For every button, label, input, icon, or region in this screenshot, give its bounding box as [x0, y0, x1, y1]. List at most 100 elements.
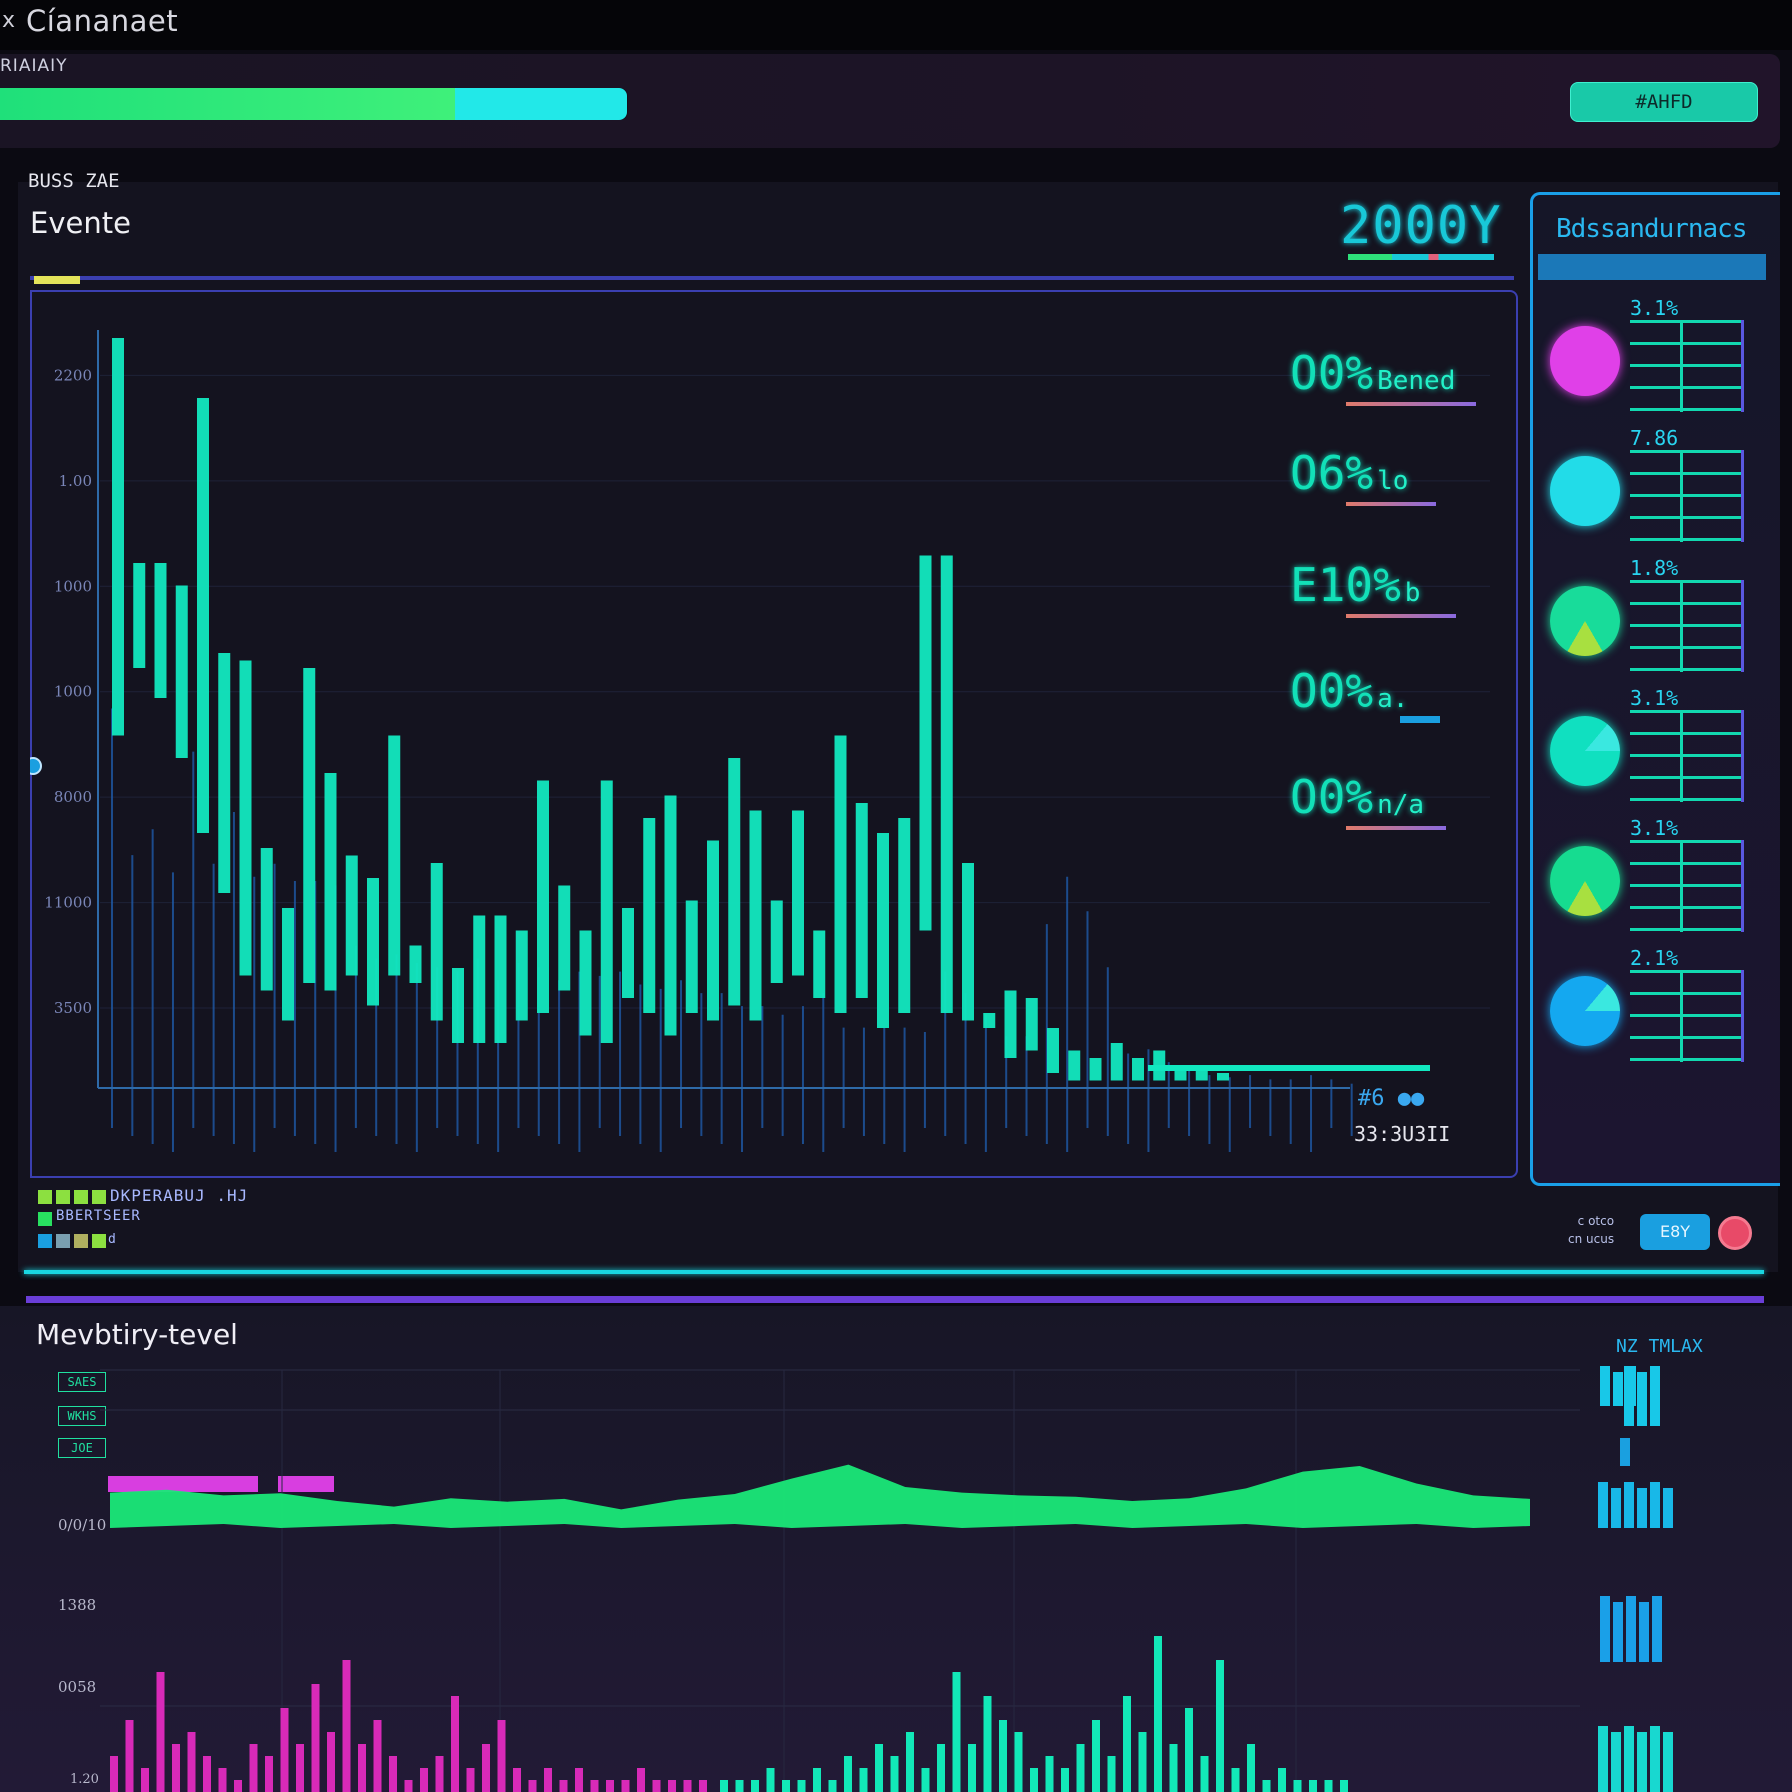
legend-swatch: [92, 1234, 106, 1248]
y-tick-label: 1.00: [59, 472, 92, 490]
range-marker: [278, 1476, 334, 1492]
bar: [1045, 1756, 1054, 1792]
bar: [303, 668, 316, 983]
bar: [1047, 1028, 1059, 1073]
mini-bar: [1600, 1366, 1610, 1406]
bar: [1217, 1073, 1229, 1081]
mini-bar: [1598, 1482, 1608, 1528]
legend-label-2: BBERTSEER: [56, 1208, 141, 1224]
bar: [1014, 1732, 1023, 1792]
chart-legend-label: #6 ●●: [1358, 1086, 1425, 1111]
bar: [513, 1768, 521, 1792]
legend-swatch: [74, 1190, 88, 1204]
mini-bar: [1637, 1372, 1647, 1426]
stat-grid-line: [1680, 970, 1683, 1062]
mini-bar: [1626, 1596, 1636, 1662]
bar: [420, 1768, 428, 1792]
bar: [877, 833, 889, 1028]
legend-label-3: d: [108, 1232, 117, 1247]
bar: [1324, 1780, 1333, 1792]
y-axis-label: 1388: [58, 1596, 97, 1614]
bar: [792, 810, 804, 976]
sidebar-title-bar: [1538, 254, 1766, 280]
progress-fill-secondary: [455, 88, 628, 120]
bar: [156, 1672, 165, 1792]
bar: [494, 915, 507, 1043]
bar: [668, 1780, 676, 1792]
bar: [296, 1744, 304, 1792]
bar: [1262, 1780, 1271, 1792]
bar: [968, 1744, 976, 1792]
close-icon[interactable]: x: [2, 8, 16, 33]
chart-cursor-handle[interactable]: [30, 757, 42, 775]
events-chart-frame: [30, 290, 1518, 1178]
bar: [643, 818, 656, 1013]
bar: [430, 863, 443, 1021]
bar: [875, 1744, 883, 1792]
bar: [324, 773, 337, 991]
legend-label-1: DKPERABUJ .HJ: [110, 1186, 249, 1205]
stat-value: 7.86: [1630, 426, 1679, 450]
filter-tag[interactable]: SAES: [58, 1372, 106, 1392]
mini-bar-group: [1600, 1596, 1662, 1662]
bar: [1110, 1043, 1123, 1081]
stat-value: 2.1%: [1630, 946, 1679, 970]
bar: [728, 758, 741, 1006]
bar: [239, 660, 252, 976]
mini-bar-group: [1620, 1438, 1630, 1466]
bar: [1247, 1744, 1255, 1792]
bar: [1107, 1756, 1116, 1792]
percent-stat-2: O6% lo: [1290, 446, 1436, 506]
stat-circle: [1550, 326, 1620, 396]
bar: [622, 908, 634, 998]
bar: [859, 1768, 868, 1792]
bar: [1089, 1058, 1102, 1081]
bar: [952, 1672, 961, 1792]
percent-suffix: n/a: [1377, 790, 1425, 820]
bar: [452, 968, 464, 1043]
bar: [110, 1756, 118, 1792]
top-action-button[interactable]: #AHFD: [1570, 82, 1758, 122]
bar: [766, 1768, 775, 1792]
percent-stat-3: E10% b: [1290, 558, 1456, 618]
bar: [813, 930, 826, 998]
bar: [497, 1720, 506, 1792]
series-area: [110, 1464, 1530, 1528]
record-icon[interactable]: [1718, 1216, 1752, 1250]
bar: [699, 1780, 707, 1792]
filter-tag[interactable]: WKHS: [58, 1406, 106, 1426]
bar: [280, 1708, 289, 1792]
percent-suffix: Bened: [1377, 366, 1456, 396]
bar: [707, 840, 719, 1021]
bar: [855, 803, 868, 998]
bar: [890, 1756, 899, 1792]
bar: [1278, 1768, 1286, 1792]
bottom-chart: [100, 1366, 1673, 1792]
percent-stat-4: O0% a.: [1290, 664, 1440, 723]
bar: [1092, 1720, 1100, 1792]
percent-underline: [1346, 502, 1436, 506]
progress-bar: [0, 88, 628, 120]
mini-bar: [1652, 1596, 1662, 1662]
bar: [1132, 1058, 1144, 1081]
bar: [1154, 1636, 1162, 1792]
stat-circle: [1550, 586, 1620, 656]
bar: [342, 1660, 351, 1792]
percent-underline: [1346, 614, 1456, 618]
bottom-gridlines: [100, 1369, 1580, 1792]
stat-grid: [1630, 970, 1744, 1062]
stat-grid-line: [1680, 450, 1683, 542]
bar: [249, 1744, 258, 1792]
mini-bar: [1613, 1602, 1623, 1662]
footer-status-line: c otco: [1577, 1214, 1615, 1228]
events-total-value: 2000Y: [1340, 196, 1502, 256]
footer-action-button[interactable]: E8Y: [1640, 1214, 1710, 1250]
bar: [1293, 1780, 1302, 1792]
bar: [544, 1768, 552, 1792]
filter-tag[interactable]: JOE: [58, 1438, 106, 1458]
chart-footer-label: 33:3U3II: [1354, 1122, 1451, 1146]
events-divider-accent: [34, 276, 80, 284]
bar: [154, 563, 167, 698]
